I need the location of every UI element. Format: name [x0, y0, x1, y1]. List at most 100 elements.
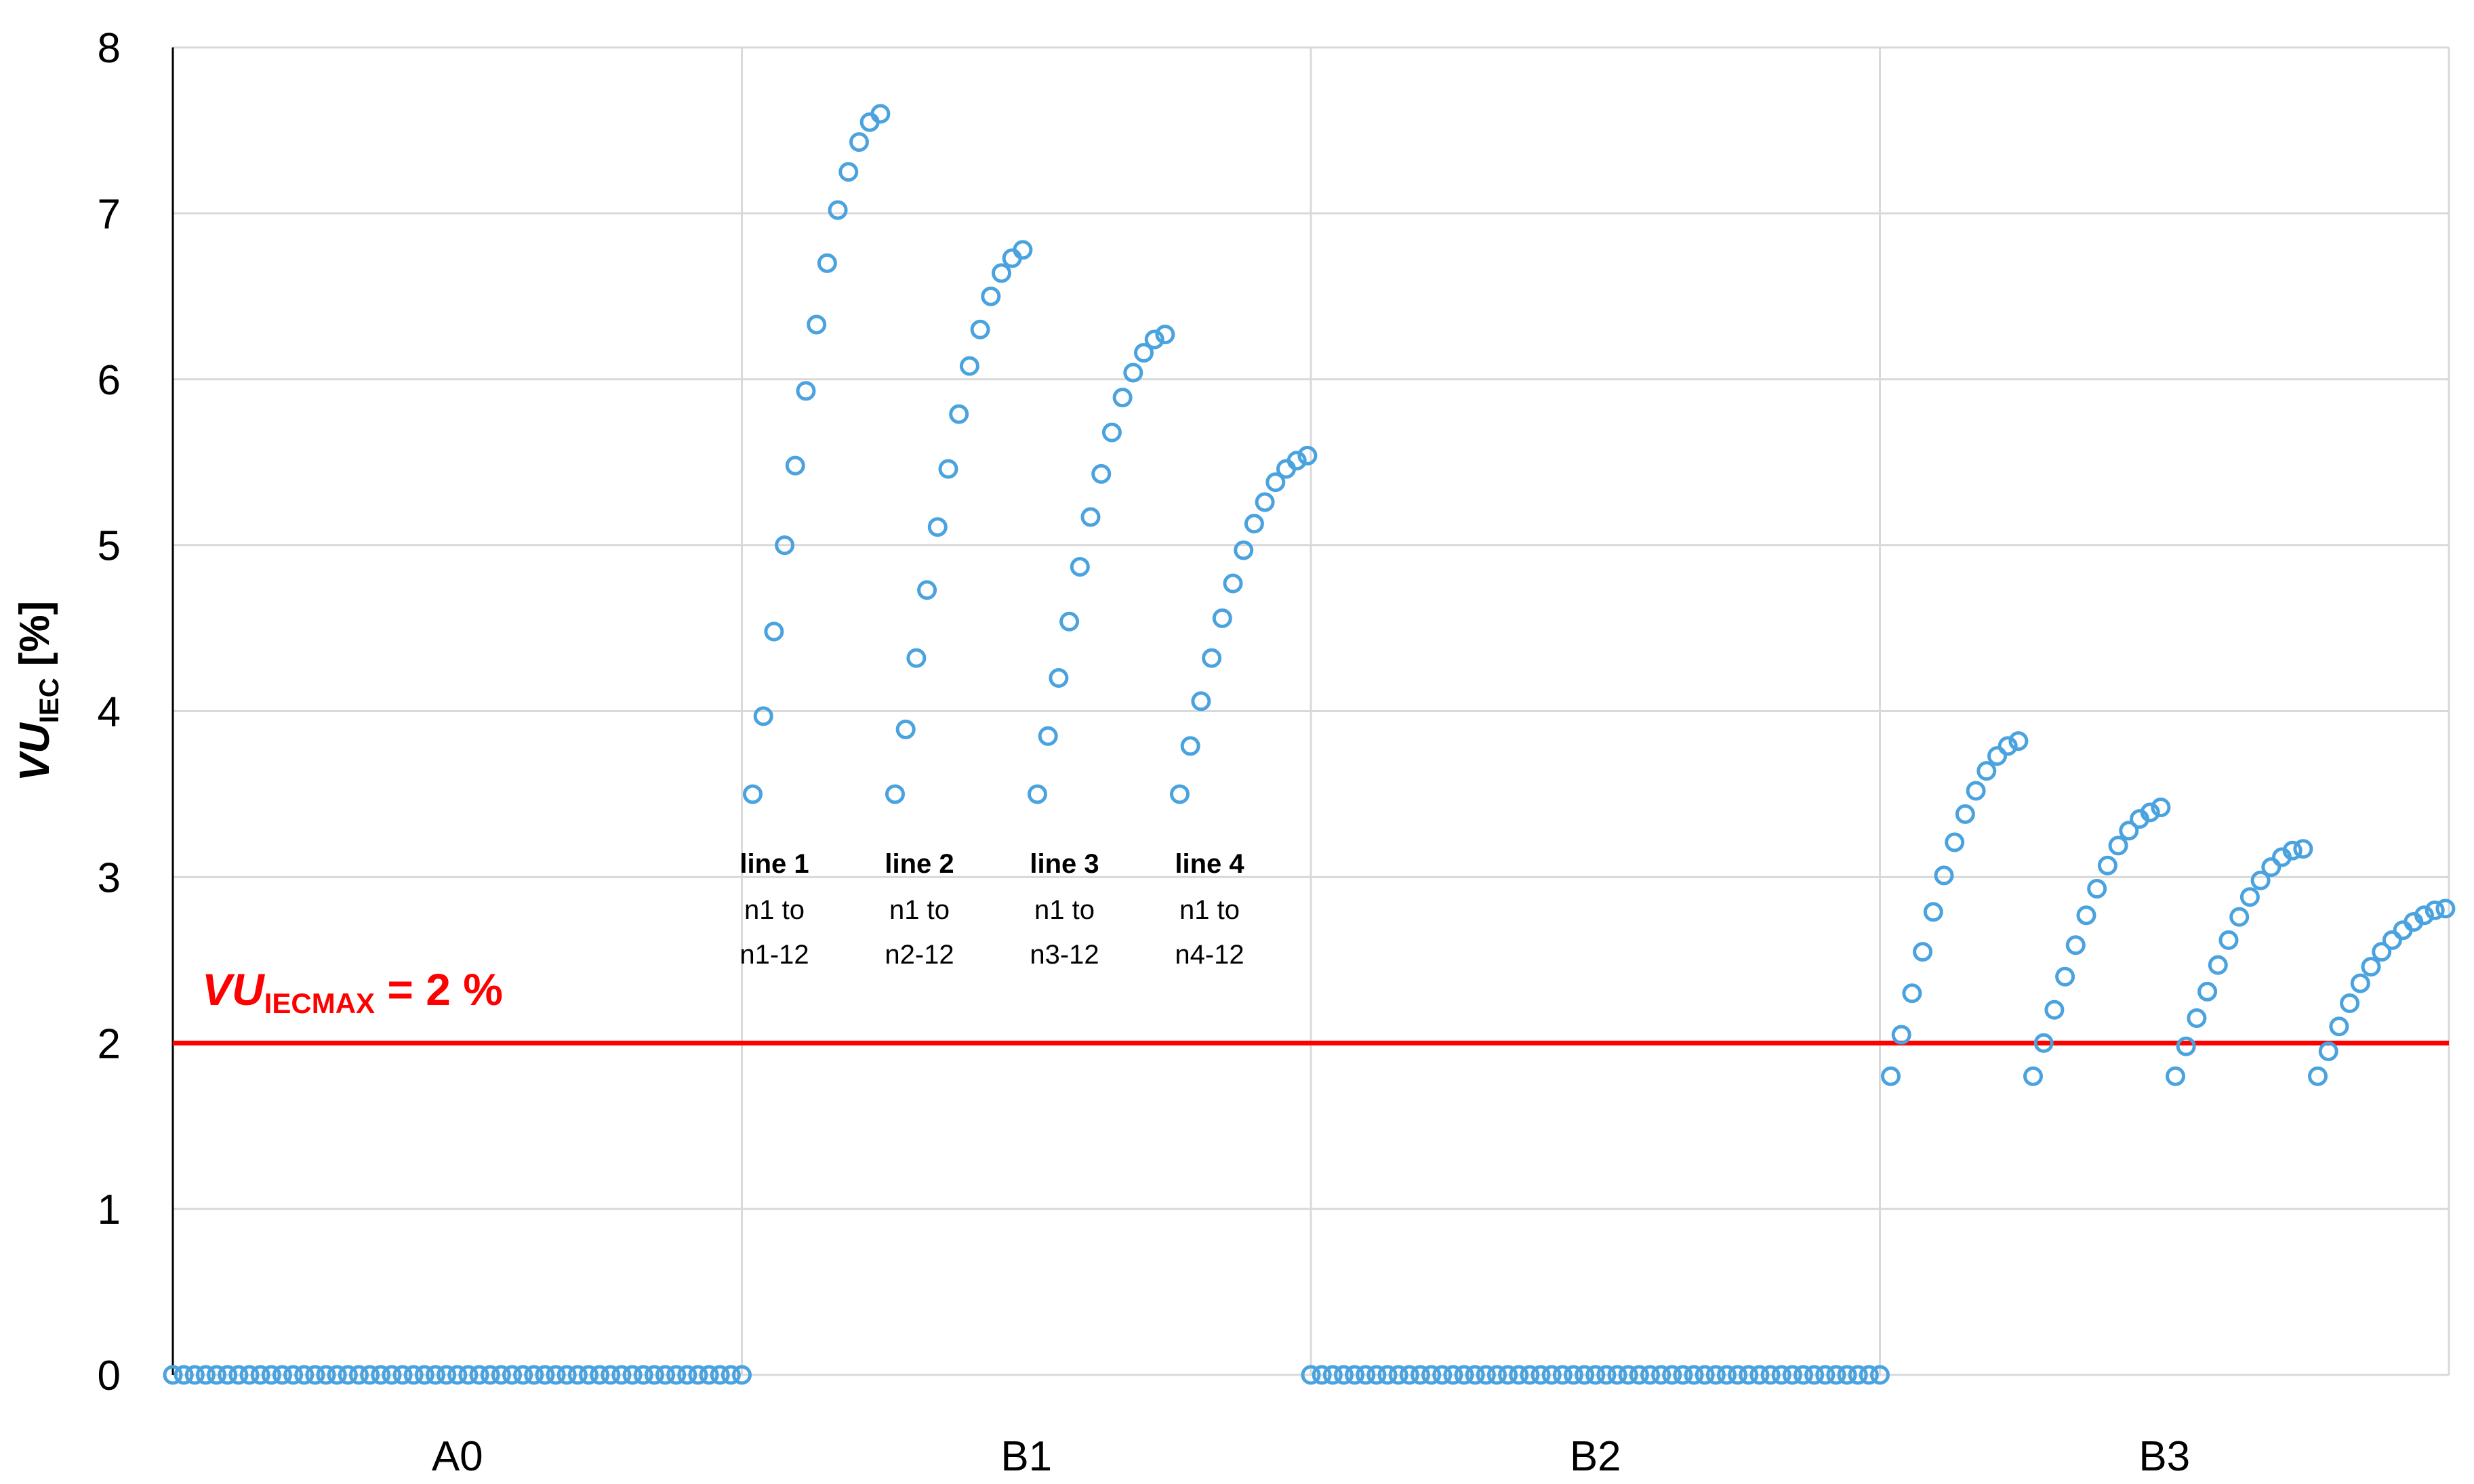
data-points	[163, 104, 2456, 1385]
data-point	[1191, 691, 1211, 712]
data-point	[2187, 1008, 2207, 1029]
data-point	[195, 1365, 216, 1385]
data-point	[1848, 1365, 1868, 1385]
y-axis-tick-labels: 0 1 2 3 4 5 6 7 8	[98, 25, 121, 1399]
y-tick-label: 6	[98, 357, 121, 404]
data-point	[753, 706, 773, 726]
x-category-label: B2	[1570, 1433, 1621, 1480]
data-point	[949, 404, 969, 424]
data-point	[2208, 955, 2228, 975]
data-point	[2261, 857, 2282, 878]
data-point	[796, 381, 816, 401]
data-point	[2023, 1066, 2043, 1086]
data-point	[590, 1365, 610, 1385]
data-point	[2119, 821, 2139, 841]
data-point	[2329, 1016, 2349, 1037]
data-point	[437, 1365, 457, 1385]
data-point	[1476, 1365, 1496, 1385]
data-point	[1180, 736, 1200, 756]
data-point	[807, 314, 827, 335]
data-point	[1059, 611, 1080, 632]
data-point	[1112, 388, 1133, 408]
data-point	[1333, 1365, 1354, 1385]
data-point	[838, 162, 859, 182]
data-point	[425, 1365, 445, 1385]
data-point	[1837, 1365, 1857, 1385]
data-point	[2229, 907, 2250, 927]
data-point	[2425, 900, 2445, 920]
data-point	[502, 1365, 522, 1385]
data-point	[981, 286, 1001, 306]
data-point	[633, 1365, 653, 1385]
data-point	[1596, 1365, 1617, 1385]
data-point	[1913, 942, 1933, 962]
data-point	[2076, 905, 2096, 926]
data-point	[732, 1365, 752, 1385]
data-point	[870, 104, 891, 124]
data-point	[959, 356, 979, 376]
data-point	[1695, 1365, 1715, 1385]
data-point	[2350, 973, 2370, 993]
data-point	[1297, 445, 1318, 466]
data-point	[163, 1365, 183, 1385]
data-point	[1377, 1365, 1398, 1385]
data-point	[1987, 746, 2007, 766]
y-tick-label: 7	[98, 191, 121, 238]
data-point	[2318, 1041, 2338, 1061]
data-point	[414, 1365, 434, 1385]
data-point	[1673, 1365, 1693, 1385]
data-point	[338, 1365, 358, 1385]
data-point	[1651, 1365, 1671, 1385]
data-point	[272, 1365, 292, 1385]
data-point	[546, 1365, 566, 1385]
data-point	[447, 1365, 468, 1385]
data-point	[403, 1365, 424, 1385]
data-point	[2097, 855, 2117, 875]
annotation-range-end: n3-12	[1030, 940, 1099, 970]
data-point	[2108, 836, 2128, 856]
y-tick-label: 3	[98, 854, 121, 901]
data-point	[1366, 1365, 1387, 1385]
data-point	[677, 1365, 697, 1385]
data-point	[360, 1365, 380, 1385]
data-point	[2065, 935, 2086, 955]
data-point	[1509, 1365, 1529, 1385]
data-point	[1101, 422, 1122, 442]
data-point	[578, 1365, 599, 1385]
data-point	[480, 1365, 500, 1385]
data-point	[2166, 1066, 2185, 1086]
data-point	[1234, 540, 1254, 560]
data-point	[2308, 1066, 2328, 1086]
data-point	[1155, 325, 1175, 345]
data-point	[1421, 1365, 1442, 1385]
data-point	[601, 1365, 621, 1385]
data-point	[970, 319, 990, 339]
data-point	[1684, 1365, 1704, 1385]
data-point	[469, 1365, 489, 1385]
data-point	[1618, 1365, 1638, 1385]
data-point	[1038, 726, 1058, 746]
data-point	[1716, 1365, 1737, 1385]
annotation-range-end: n2-12	[885, 940, 954, 970]
y-tick-label: 4	[98, 689, 121, 736]
data-point	[1607, 1365, 1627, 1385]
data-point	[1976, 761, 1997, 781]
data-point	[699, 1365, 719, 1385]
data-point	[775, 535, 795, 556]
data-point	[1923, 902, 1943, 922]
data-point	[228, 1365, 249, 1385]
data-point	[1486, 1365, 1507, 1385]
data-point	[1955, 804, 1975, 824]
data-point	[261, 1365, 281, 1385]
data-point	[938, 459, 958, 479]
data-point	[1345, 1365, 1365, 1385]
data-point	[710, 1365, 730, 1385]
data-point	[1793, 1365, 1813, 1385]
data-point	[1520, 1365, 1540, 1385]
data-point	[1771, 1365, 1791, 1385]
data-point	[458, 1365, 479, 1385]
y-axis-label: VUIEC [%]	[12, 601, 64, 781]
data-point	[917, 580, 937, 600]
data-point	[1123, 363, 1143, 383]
annotation-line-title: line 2	[885, 849, 954, 879]
